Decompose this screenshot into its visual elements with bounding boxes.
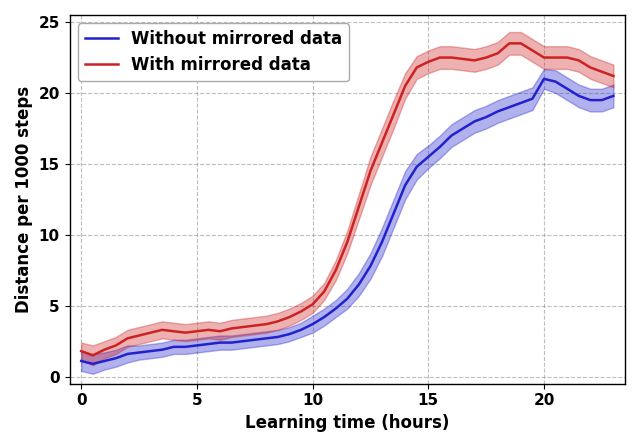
Line: Without mirrored data: Without mirrored data <box>81 79 613 364</box>
With mirrored data <box>436 55 444 60</box>
With mirrored data <box>609 73 617 79</box>
Without mirrored data <box>517 100 525 105</box>
With mirrored data <box>332 268 340 273</box>
Without mirrored data <box>367 263 374 269</box>
With mirrored data <box>483 55 490 60</box>
Without mirrored data <box>308 321 316 327</box>
Without mirrored data <box>147 348 154 354</box>
Without mirrored data <box>124 351 131 357</box>
With mirrored data <box>112 343 120 348</box>
Without mirrored data <box>89 361 97 367</box>
With mirrored data <box>262 321 270 327</box>
Without mirrored data <box>506 105 513 110</box>
With mirrored data <box>494 51 502 56</box>
With mirrored data <box>575 58 582 63</box>
With mirrored data <box>285 314 293 320</box>
With mirrored data <box>239 325 247 330</box>
Without mirrored data <box>494 109 502 114</box>
With mirrored data <box>158 327 166 333</box>
With mirrored data <box>598 69 605 74</box>
With mirrored data <box>170 329 178 334</box>
With mirrored data <box>321 289 328 294</box>
With mirrored data <box>552 55 559 60</box>
With mirrored data <box>390 112 397 117</box>
Without mirrored data <box>321 314 328 320</box>
Without mirrored data <box>135 350 143 355</box>
With mirrored data <box>586 65 594 70</box>
With mirrored data <box>459 56 467 62</box>
Without mirrored data <box>390 211 397 216</box>
With mirrored data <box>100 347 108 352</box>
With mirrored data <box>517 41 525 46</box>
With mirrored data <box>135 333 143 338</box>
Without mirrored data <box>297 327 305 333</box>
Without mirrored data <box>274 334 282 340</box>
Without mirrored data <box>355 282 363 287</box>
Without mirrored data <box>251 337 259 342</box>
Without mirrored data <box>158 347 166 352</box>
Without mirrored data <box>483 114 490 120</box>
With mirrored data <box>308 302 316 307</box>
With mirrored data <box>89 353 97 358</box>
Without mirrored data <box>529 96 536 101</box>
Without mirrored data <box>413 164 420 169</box>
Without mirrored data <box>424 154 432 160</box>
Without mirrored data <box>609 93 617 98</box>
Without mirrored data <box>100 358 108 364</box>
With mirrored data <box>182 330 189 335</box>
With mirrored data <box>413 65 420 70</box>
Without mirrored data <box>344 296 351 301</box>
With mirrored data <box>147 330 154 335</box>
With mirrored data <box>529 48 536 53</box>
Legend: Without mirrored data, With mirrored data: Without mirrored data, With mirrored dat… <box>78 23 349 81</box>
Without mirrored data <box>170 344 178 350</box>
With mirrored data <box>274 319 282 324</box>
X-axis label: Learning time (hours): Learning time (hours) <box>245 414 449 432</box>
With mirrored data <box>216 329 224 334</box>
Without mirrored data <box>285 331 293 337</box>
With mirrored data <box>506 41 513 46</box>
With mirrored data <box>401 83 409 89</box>
Without mirrored data <box>471 119 479 124</box>
Without mirrored data <box>239 338 247 344</box>
With mirrored data <box>205 327 212 333</box>
Without mirrored data <box>216 340 224 345</box>
With mirrored data <box>77 348 85 354</box>
With mirrored data <box>447 55 455 60</box>
Without mirrored data <box>563 86 571 92</box>
Y-axis label: Distance per 1000 steps: Distance per 1000 steps <box>15 86 33 313</box>
With mirrored data <box>563 55 571 60</box>
Without mirrored data <box>598 97 605 103</box>
With mirrored data <box>540 55 548 60</box>
Without mirrored data <box>182 344 189 350</box>
Line: With mirrored data: With mirrored data <box>81 43 613 355</box>
Without mirrored data <box>262 336 270 341</box>
Without mirrored data <box>228 340 236 345</box>
Without mirrored data <box>205 342 212 347</box>
Without mirrored data <box>459 126 467 131</box>
With mirrored data <box>124 336 131 341</box>
Without mirrored data <box>332 306 340 311</box>
Without mirrored data <box>552 79 559 84</box>
With mirrored data <box>378 140 386 145</box>
Without mirrored data <box>77 358 85 364</box>
Without mirrored data <box>586 97 594 103</box>
Without mirrored data <box>112 355 120 361</box>
Without mirrored data <box>401 182 409 188</box>
With mirrored data <box>193 329 201 334</box>
Without mirrored data <box>193 343 201 348</box>
Without mirrored data <box>436 144 444 150</box>
With mirrored data <box>471 58 479 63</box>
Without mirrored data <box>540 76 548 81</box>
With mirrored data <box>355 204 363 209</box>
With mirrored data <box>367 169 374 174</box>
Without mirrored data <box>378 239 386 245</box>
With mirrored data <box>344 239 351 245</box>
Without mirrored data <box>575 93 582 98</box>
With mirrored data <box>424 59 432 64</box>
With mirrored data <box>251 323 259 328</box>
With mirrored data <box>228 326 236 331</box>
With mirrored data <box>297 309 305 314</box>
Without mirrored data <box>447 133 455 138</box>
